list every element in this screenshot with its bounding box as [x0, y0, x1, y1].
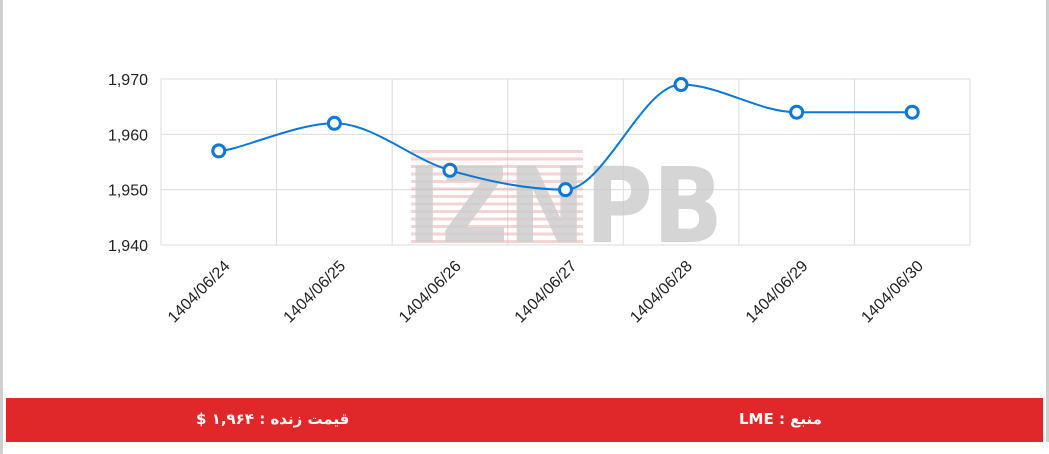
watermark-logo: IZNPB: [407, 145, 723, 267]
live-price-label: قیمت زنده : ۱,۹۶۴ $: [196, 410, 350, 428]
watermark-stripe: [411, 202, 583, 206]
data-point: [442, 162, 458, 178]
y-axis-ticks: 1,940 1,950 1,960 1,970: [108, 72, 148, 255]
data-point: [904, 104, 920, 120]
watermark-stripe: [411, 240, 583, 243]
y-tick-label: 1,950: [108, 183, 148, 200]
grid: [160, 78, 971, 246]
watermark-stripe: [411, 217, 583, 221]
data-point: [673, 77, 689, 93]
y-tick-label: 1,940: [108, 238, 148, 255]
watermark-logo-mark: IZNPB: [407, 145, 723, 267]
bottom-spacer: [3, 442, 1049, 454]
watermark-stripe: [411, 210, 583, 213]
y-tick-label: 1,970: [108, 72, 148, 89]
watermark-stripe: [411, 150, 583, 153]
data-point: [558, 182, 573, 198]
y-tick-label: 1,960: [108, 127, 148, 144]
series-points: [211, 77, 920, 198]
watermark-text: IZNPB: [407, 145, 723, 267]
price-footer-bar: قیمت زنده : ۱,۹۶۴ $ منبع : LME: [6, 398, 1043, 442]
watermark-stripe: [411, 187, 583, 191]
x-tick-label: 1404/06/26: [396, 258, 465, 327]
watermark-stripe: [411, 157, 583, 161]
x-tick-label: 1404/06/27: [512, 258, 581, 327]
x-axis-ticks: 1404/06/24 1404/06/25 1404/06/26 1404/06/27…: [165, 258, 927, 327]
data-point: [326, 115, 342, 131]
source-label: منبع : LME: [739, 410, 822, 428]
data-point: [211, 143, 227, 159]
data-point: [789, 104, 805, 120]
x-tick-label: 1404/06/25: [281, 258, 350, 327]
watermark-stripe: [411, 172, 583, 176]
x-tick-label: 1404/06/30: [858, 258, 927, 327]
watermark-stripe: [411, 165, 583, 168]
watermark-stripe: [411, 195, 583, 198]
x-tick-label: 1404/06/24: [165, 258, 234, 327]
watermark-stripe: [411, 232, 583, 236]
watermark-stripe: [411, 225, 583, 228]
x-tick-label: 1404/06/28: [627, 258, 696, 327]
x-tick-label: 1404/06/29: [743, 258, 812, 327]
